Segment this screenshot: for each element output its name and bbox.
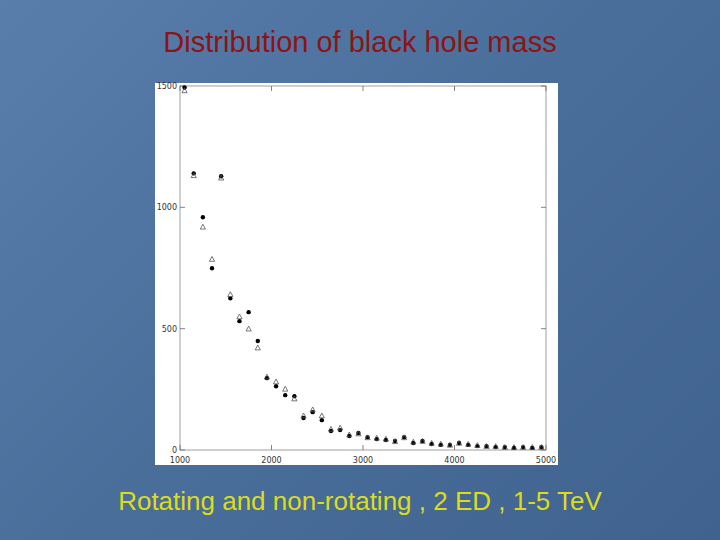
circle-point [237,319,241,323]
triangle-point [484,444,489,449]
x-tick [363,86,364,91]
x-tick [454,445,455,450]
triangle-point [209,257,214,262]
circle-point [365,435,369,439]
circle-point [521,445,525,449]
triangle-point [374,435,379,440]
circle-point [402,435,406,439]
triangle-point [319,413,324,418]
triangle-point [219,175,224,180]
x-tick-label: 1000 [170,456,190,465]
triangle-point [511,445,516,450]
y-tick [541,328,546,329]
triangle-point [456,440,461,445]
triangle-point [420,439,425,444]
plot-frame [180,86,546,450]
circle-point [448,443,452,447]
x-tick-label: 3000 [353,456,373,465]
triangle-point [356,431,361,436]
triangle-point [365,435,370,440]
triangle-point [392,439,397,444]
triangle-point [502,445,507,450]
x-tick [271,86,272,91]
triangle-point [539,445,544,450]
triangle-point [429,440,434,445]
circle-point [246,310,250,314]
x-tick [546,86,547,91]
triangle-point [283,386,288,391]
subtitle: Rotating and non-rotating , 2 ED , 1-5 T… [0,486,720,517]
chart: 1000 2000 3000 4000 5000 0 500 1000 1500 [0,0,720,540]
triangle-point [328,426,333,431]
circle-point [274,384,278,388]
triangle-point [530,445,535,450]
triangle-point [338,425,343,430]
triangle-point [438,441,443,446]
triangle-point [475,443,480,448]
y-tick-label: 0 [172,446,177,455]
circle-point [457,441,461,445]
triangle-point [228,292,233,297]
chart-panel [155,83,558,465]
y-tick-label: 1500 [157,82,177,91]
triangle-point [255,345,260,350]
circle-point [201,215,205,219]
circle-point [503,445,507,449]
y-tick [541,86,546,87]
circle-point [539,445,543,449]
x-tick [546,445,547,450]
slide: Distribution of black hole mass 1000 2000… [0,0,720,540]
triangle-point [310,407,315,412]
y-tick [541,207,546,208]
triangle-point [292,396,297,401]
x-tick-label: 2000 [261,456,281,465]
triangle-point [521,445,526,450]
x-tick [271,445,272,450]
triangle-point [246,326,251,331]
circle-point [210,266,214,270]
y-tick [180,450,185,451]
triangle-point [237,314,242,319]
y-tick-label: 500 [162,325,177,334]
triangle-point [402,435,407,440]
circle-point [283,393,287,397]
triangle-point [411,439,416,444]
circle-point [256,339,260,343]
triangle-point [383,436,388,441]
title: Distribution of black hole mass [0,26,720,59]
triangle-point [273,379,278,384]
x-tick-label: 4000 [444,456,464,465]
circle-point [420,439,424,443]
marks [182,85,544,450]
x-tick [454,86,455,91]
triangle-point [200,224,205,229]
x-tick [363,445,364,450]
circle-point [356,431,360,435]
triangle-point [347,432,352,437]
triangle-point [493,444,498,449]
y-tick [180,328,185,329]
y-tick [180,207,185,208]
triangle-point [182,88,187,93]
circle-point [393,439,397,443]
triangle-point [191,173,196,178]
x-tick [180,445,181,450]
circle-point [484,444,488,448]
triangle-point [264,374,269,379]
x-tick-label: 5000 [536,456,556,465]
y-tick-label: 1000 [157,203,177,212]
triangle-point [447,442,452,447]
triangle-point [466,441,471,446]
x-tick [180,86,181,91]
circle-point [320,418,324,422]
triangle-point [301,413,306,418]
